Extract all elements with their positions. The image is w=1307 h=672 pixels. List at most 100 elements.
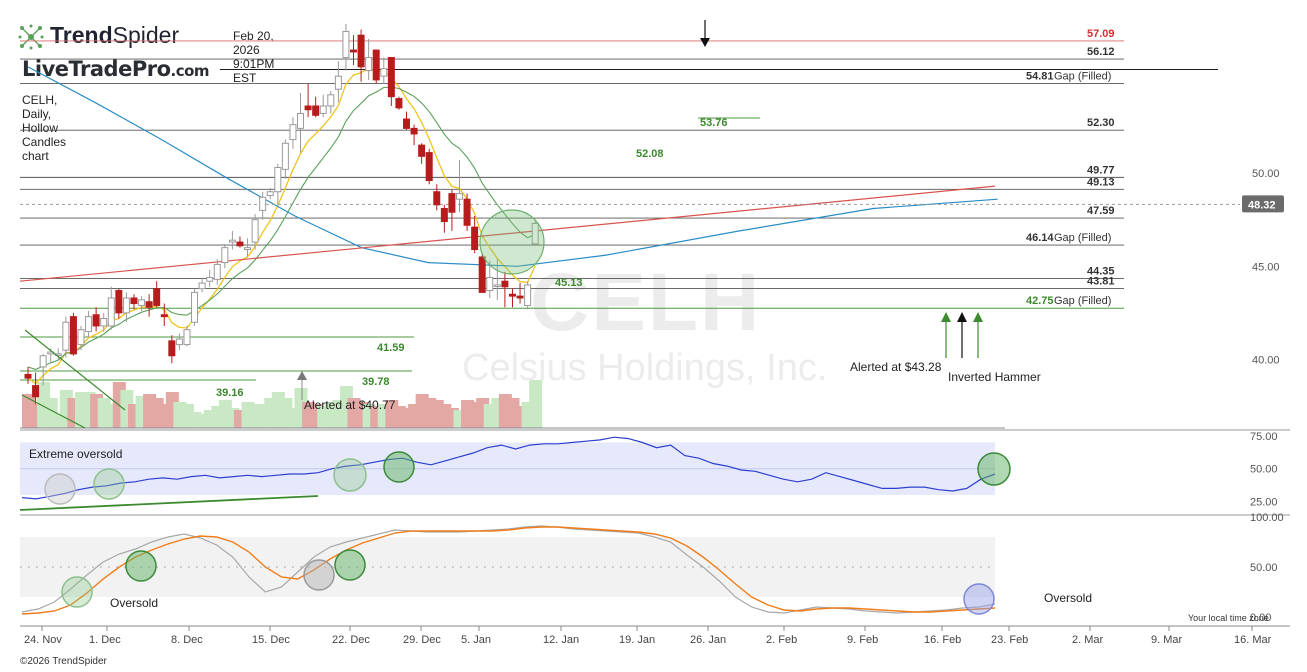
- candle-body: [85, 316, 93, 333]
- candle-body: [236, 241, 244, 247]
- y-tick-label: 45.00: [1252, 261, 1280, 273]
- chart-title: CELH, Daily, Hollow Candles chart: [22, 93, 67, 163]
- timezone-note: Your local time zone: [1188, 613, 1269, 623]
- candle-body: [342, 30, 350, 59]
- candle-body: [304, 105, 312, 111]
- candle-body: [395, 98, 403, 109]
- level-suffix: Gap (Filled): [1054, 232, 1111, 244]
- candle-body: [160, 314, 168, 318]
- candle-body: [380, 68, 388, 77]
- candle-body: [77, 329, 85, 346]
- green-level-label: 39.78: [362, 376, 390, 388]
- candle-body: [115, 290, 123, 314]
- x-tick-label: 8. Dec: [171, 634, 203, 646]
- x-tick-label: 1. Dec: [89, 634, 121, 646]
- x-tick-label: 9. Feb: [847, 634, 878, 646]
- candle-body: [138, 299, 146, 306]
- stoch-annotation: Oversold: [1044, 591, 1092, 605]
- candle-body: [493, 284, 501, 287]
- candle-body: [334, 75, 342, 90]
- copyright: ©2026 TrendSpider: [20, 656, 107, 667]
- arrow-head: [973, 312, 983, 322]
- x-tick-label: 23. Feb: [991, 634, 1028, 646]
- stoch-marker-circle: [61, 576, 93, 608]
- candle-body: [448, 193, 456, 213]
- candle-body: [62, 321, 70, 351]
- candle-body: [175, 338, 183, 346]
- annotation-label: Alerted at $40.77: [304, 398, 396, 412]
- last-price-label: 48.32: [1248, 199, 1276, 211]
- rsi-annotation: Extreme oversold: [29, 447, 122, 461]
- rsi-tick-label: 75.00: [1250, 431, 1278, 443]
- candle-body: [440, 208, 448, 223]
- candle-body: [32, 385, 40, 398]
- candle-body: [251, 219, 259, 243]
- sma-200-line: [27, 66, 998, 267]
- timestamp: Feb 20, 2026 9:01PM EST: [233, 29, 275, 85]
- volume-bar: [529, 380, 543, 428]
- candle-body: [471, 226, 479, 251]
- candle-body: [433, 191, 441, 206]
- x-tick-label: 26. Jan: [690, 634, 726, 646]
- green-level-label: 53.76: [700, 117, 728, 129]
- candle-body: [145, 301, 153, 308]
- x-tick-label: 9. Mar: [1151, 634, 1183, 646]
- green-level-label: 45.13: [555, 277, 583, 289]
- candle-body: [524, 284, 532, 306]
- trend-segment: [24, 329, 126, 411]
- candle-body: [259, 196, 267, 211]
- x-tick-label: 2. Mar: [1072, 634, 1104, 646]
- rsi-marker-circle: [93, 468, 125, 500]
- candle-body: [312, 105, 320, 116]
- y-tick-label: 40.00: [1252, 355, 1280, 367]
- x-tick-label: 24. Nov: [24, 634, 62, 646]
- x-tick-label: 12. Jan: [543, 634, 579, 646]
- candle-body: [403, 118, 410, 129]
- stoch-band: [20, 537, 995, 597]
- arrow-head: [700, 38, 710, 47]
- y-tick-label: 50.00: [1252, 168, 1280, 180]
- level-label: 49.77: [1087, 164, 1115, 176]
- stoch-tick-label: 0.00: [1250, 612, 1271, 624]
- candle-body: [297, 112, 305, 129]
- candle-body: [357, 34, 365, 68]
- candle-body: [183, 329, 191, 346]
- stoch-d-line: [21, 526, 996, 615]
- x-tick-label: 15. Dec: [252, 634, 290, 646]
- candle-body: [266, 191, 274, 196]
- candle-body: [92, 314, 100, 327]
- candle-body: [39, 355, 47, 368]
- stoch-tick-label: 100.00: [1250, 512, 1284, 524]
- rsi-tick-label: 50.00: [1250, 464, 1278, 476]
- level-suffix: Gap (Filled): [1054, 70, 1111, 82]
- candle-body: [531, 222, 539, 245]
- candle-body: [289, 124, 297, 141]
- candle-body: [365, 57, 373, 72]
- green-level-label: 39.16: [216, 387, 244, 399]
- arrow-head: [957, 312, 967, 322]
- level-label: 56.12: [1087, 46, 1115, 58]
- x-tick-label: 19. Jan: [619, 634, 655, 646]
- level-label: 47.59: [1087, 205, 1115, 217]
- candle-body: [191, 291, 199, 323]
- candle-body: [455, 193, 463, 200]
- candle-body: [508, 293, 516, 297]
- sma-green-line: [27, 86, 536, 370]
- level-label: 43.81: [1087, 275, 1115, 287]
- highlight-circle: [479, 209, 545, 275]
- rsi-marker-circle: [383, 451, 415, 483]
- stoch-marker-circle: [334, 549, 366, 581]
- candle-body: [463, 198, 471, 226]
- level-label: 52.30: [1087, 117, 1115, 129]
- stoch-annotation: Oversold: [110, 596, 158, 610]
- level-label: 46.14: [1026, 232, 1054, 244]
- candle-body: [425, 152, 433, 182]
- x-tick-label: 5. Jan: [461, 634, 491, 646]
- green-level-label: 41.59: [377, 342, 405, 354]
- level-suffix: Gap (Filled): [1054, 295, 1111, 307]
- x-tick-label: 29. Dec: [403, 634, 441, 646]
- candle-body: [107, 297, 115, 327]
- candle-body: [153, 288, 161, 306]
- rsi-marker-circle: [44, 473, 76, 505]
